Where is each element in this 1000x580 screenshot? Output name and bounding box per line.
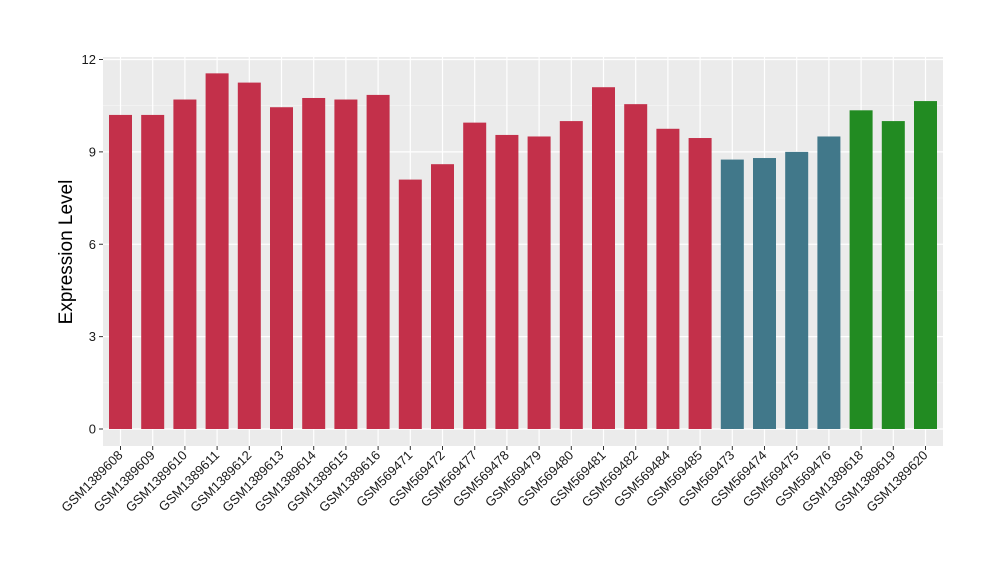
plot-panel (103, 57, 943, 446)
bar-gsm569473 (720, 159, 744, 429)
bar-gsm1389609 (141, 114, 165, 430)
bar-gsm1389613 (270, 107, 293, 429)
bar-gsm569478 (495, 134, 519, 430)
bar-gsm569472 (431, 164, 454, 430)
bar-gsm1389614 (302, 97, 326, 429)
bar-gsm1389608 (109, 114, 132, 430)
bar-gsm1389616 (366, 94, 390, 430)
x-axis: GSM1389608GSM1389609GSM1389610GSM1389611… (58, 446, 931, 515)
bar-gsm1389619 (881, 121, 905, 429)
bar-gsm569474 (753, 158, 776, 430)
bar-gsm569480 (559, 121, 583, 429)
bar-gsm569471 (398, 179, 422, 429)
bar-gsm569485 (688, 138, 712, 430)
bar-gsm569477 (463, 122, 487, 429)
bars (109, 73, 937, 430)
bar-gsm569481 (592, 87, 615, 430)
y-tick-label: 9 (89, 144, 96, 159)
bar-gsm569484 (656, 128, 680, 429)
y-tick-label: 6 (89, 237, 96, 252)
y-tick-label: 0 (89, 422, 96, 437)
bar-gsm1389615 (334, 99, 358, 429)
y-tick-label: 3 (89, 329, 96, 344)
bar-gsm1389611 (205, 73, 229, 429)
y-tick-label: 12 (82, 52, 96, 67)
bar-gsm1389610 (173, 99, 197, 429)
bar-gsm569475 (785, 151, 809, 429)
bar-gsm1389620 (914, 101, 937, 429)
bar-gsm569479 (527, 136, 551, 429)
y-axis: 0 3 6 9 12 (82, 52, 103, 437)
bar-gsm1389618 (849, 110, 873, 430)
y-axis-title: Expression Level (56, 180, 77, 325)
bar-gsm1389612 (237, 82, 261, 429)
bar-gsm569482 (624, 104, 648, 429)
bar-gsm569476 (817, 136, 841, 429)
